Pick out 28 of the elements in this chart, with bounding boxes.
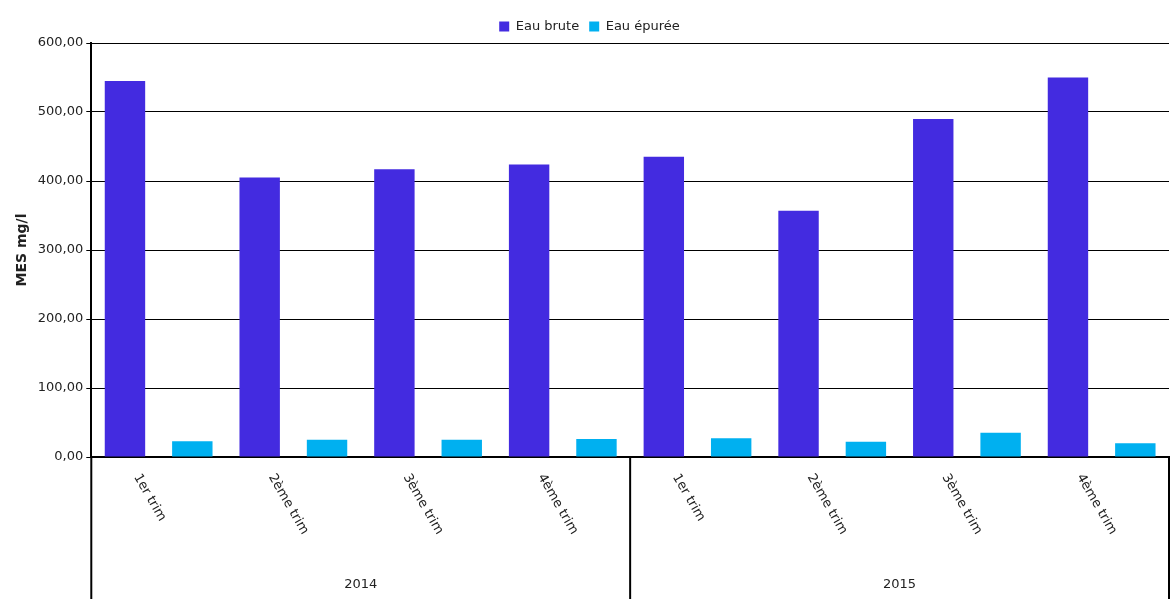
bar xyxy=(643,156,685,457)
text: 2015 xyxy=(883,576,917,592)
bar xyxy=(710,438,752,457)
y-tick-label: 400,00 xyxy=(37,172,84,188)
bar xyxy=(576,439,617,457)
y-tick-label: 0,00 xyxy=(54,448,84,464)
bar xyxy=(913,118,954,457)
y-tick-label: 200,00 xyxy=(37,310,84,326)
y-tick-label: 100,00 xyxy=(37,379,84,395)
bar xyxy=(374,169,415,457)
bar xyxy=(778,210,819,457)
legend-label: Eau brute xyxy=(515,17,580,33)
y-tick-label: 600,00 xyxy=(37,34,84,50)
bar xyxy=(1115,443,1156,457)
y-tick-label: 500,00 xyxy=(37,103,84,119)
bar xyxy=(508,164,550,457)
bar xyxy=(980,432,1021,457)
y-tick-label: 300,00 xyxy=(37,241,84,257)
y-axis-title: MES mg/l xyxy=(13,213,30,287)
bar xyxy=(239,177,280,457)
bar xyxy=(306,439,348,457)
legend-label: Eau épurée xyxy=(605,17,680,33)
bar xyxy=(845,441,887,457)
bar xyxy=(104,80,146,457)
text: 2014 xyxy=(344,576,378,592)
bar xyxy=(1047,77,1089,457)
bar xyxy=(441,439,482,457)
bar xyxy=(172,441,213,457)
